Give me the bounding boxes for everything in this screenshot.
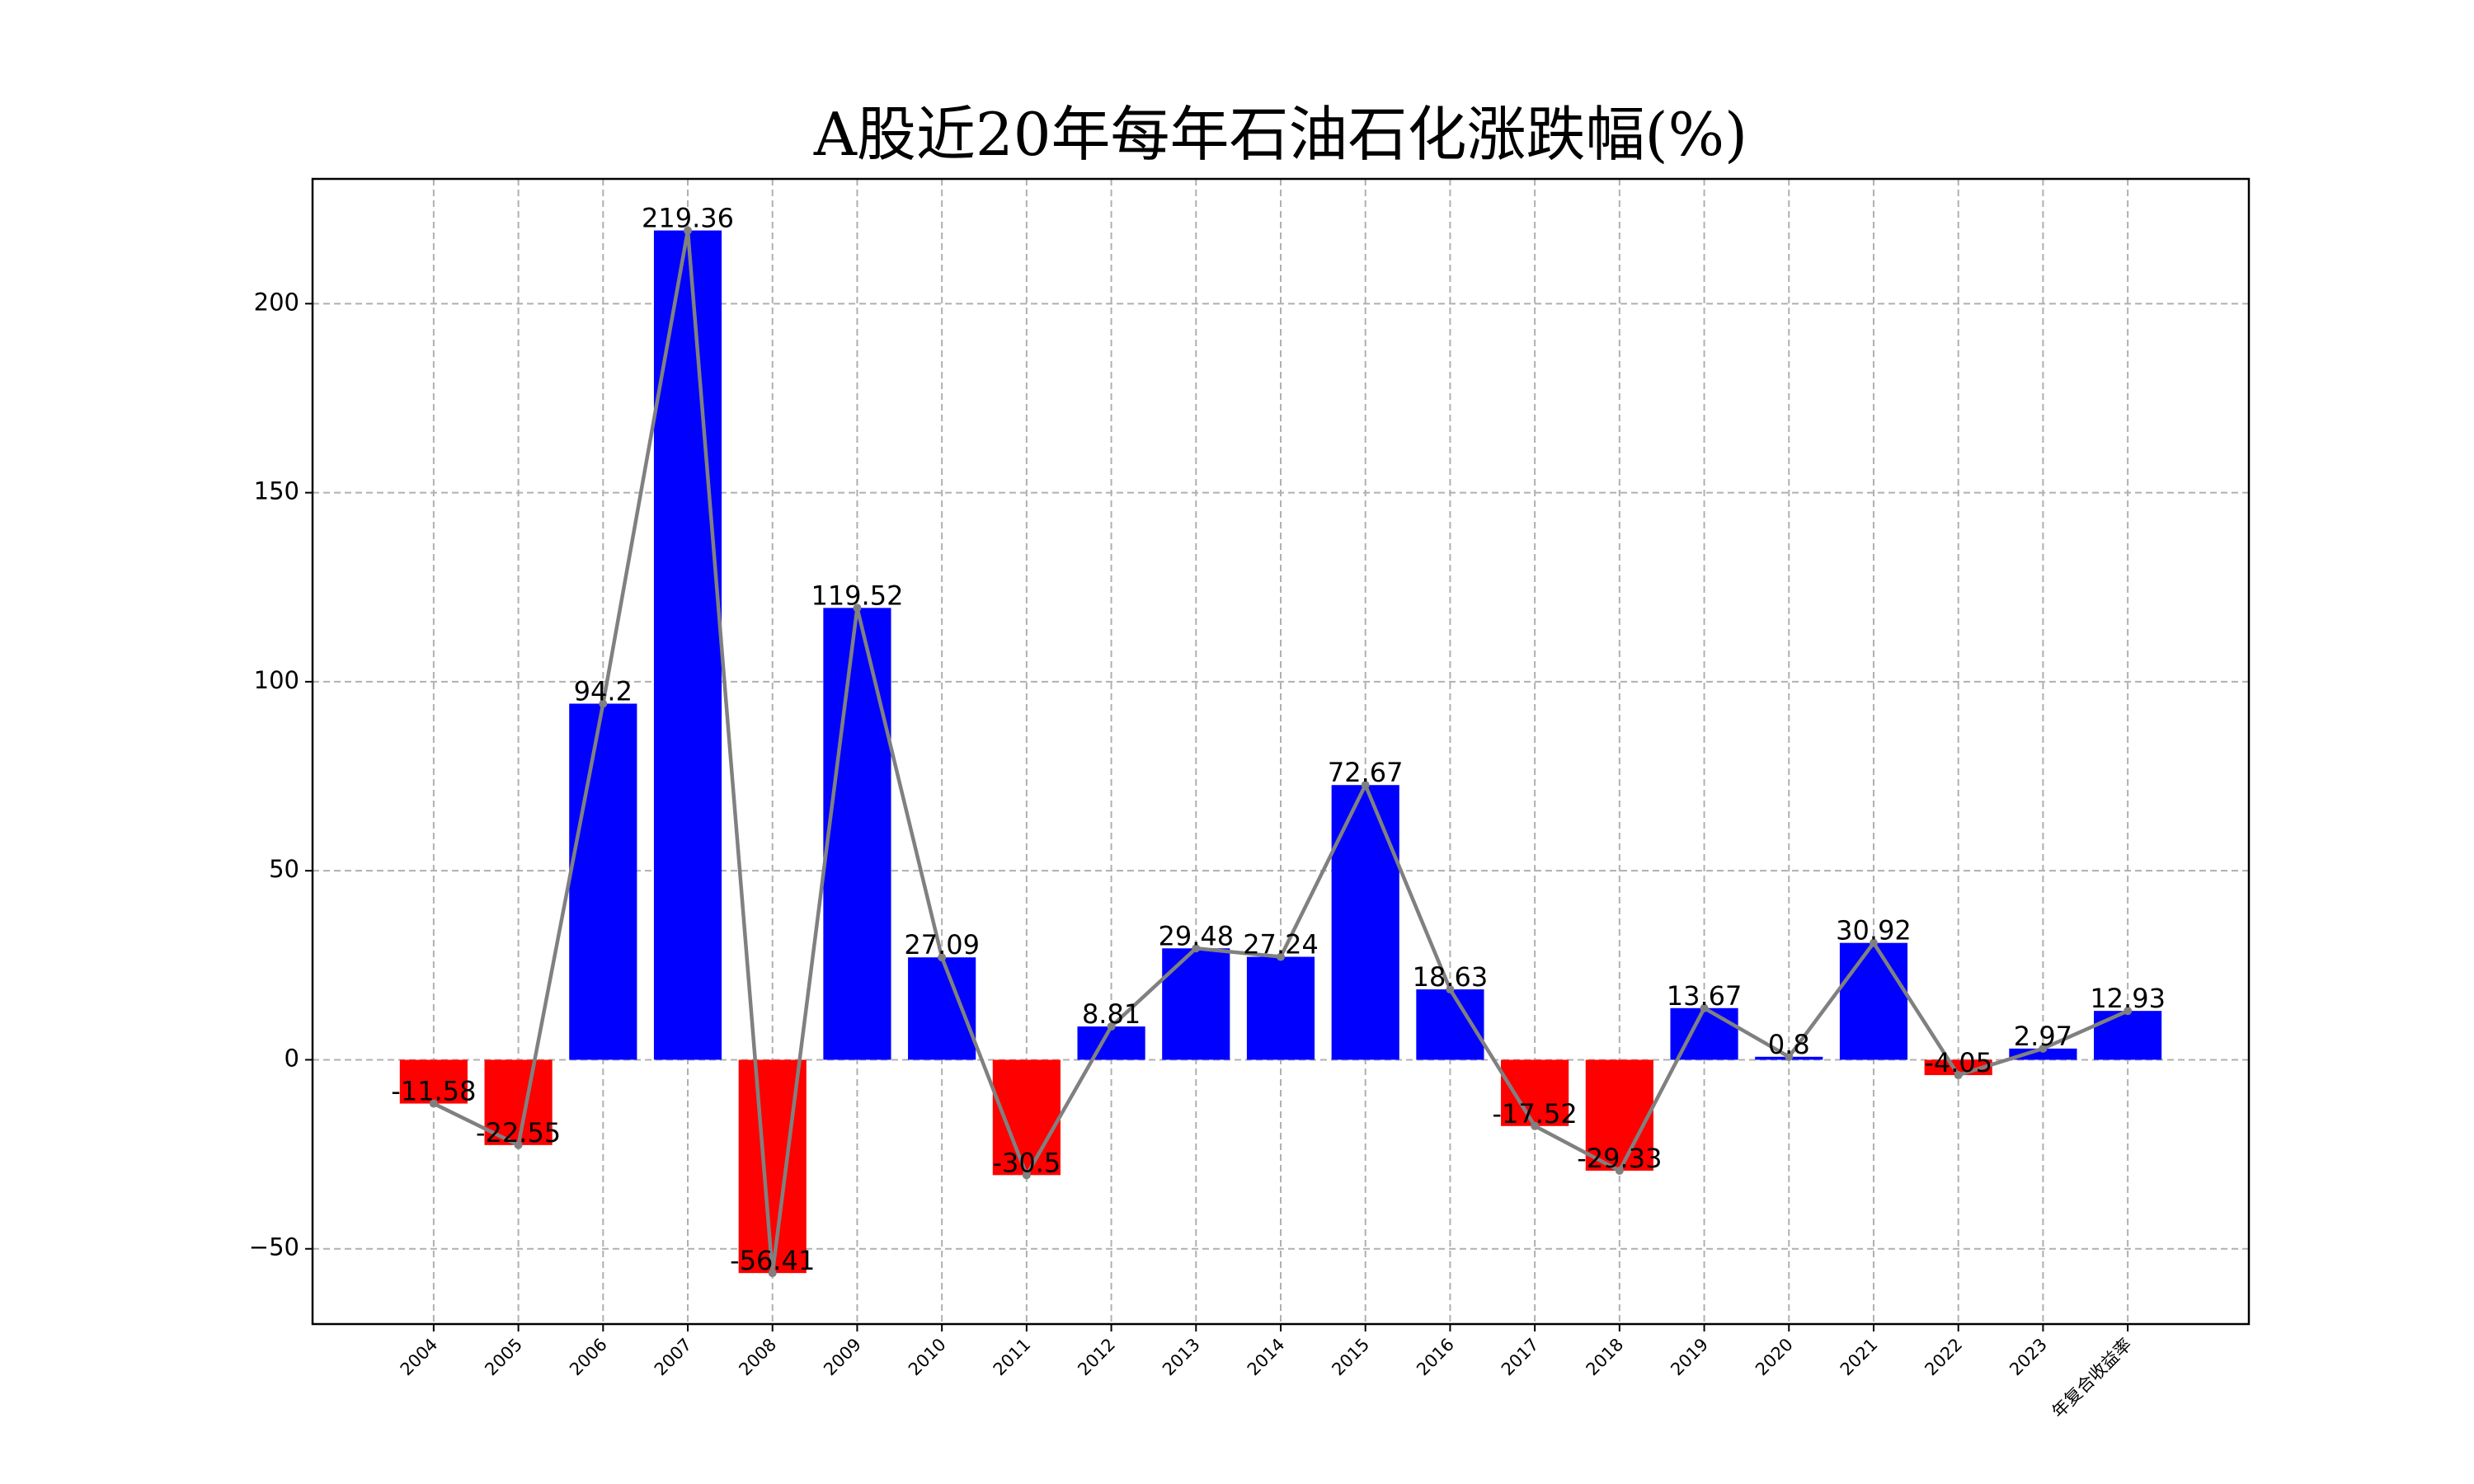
bar xyxy=(653,230,722,1060)
value-label: 8.81 xyxy=(1082,998,1141,1030)
value-label: 27.24 xyxy=(1243,929,1319,960)
value-label: -4.05 xyxy=(1924,1047,1992,1078)
axes-frame xyxy=(311,177,2251,1326)
bar xyxy=(908,957,976,1060)
y-tick-label: 100 xyxy=(254,666,299,694)
value-label: 12.93 xyxy=(2090,983,2166,1014)
line-point xyxy=(1615,1166,1624,1175)
value-label: 119.52 xyxy=(811,580,903,611)
line-point xyxy=(1446,985,1455,994)
line-point xyxy=(1277,952,1285,961)
line-point xyxy=(938,953,947,962)
y-tick-label: 50 xyxy=(269,855,299,883)
value-label: -22.55 xyxy=(476,1117,561,1148)
bar xyxy=(2094,1011,2162,1060)
value-label: 2.97 xyxy=(2014,1021,2072,1052)
bar xyxy=(1246,956,1315,1060)
bar xyxy=(1585,1059,1653,1171)
y-tick-label: −50 xyxy=(249,1233,299,1261)
bar xyxy=(569,703,637,1060)
bar xyxy=(1331,785,1399,1060)
value-label: -11.58 xyxy=(391,1076,476,1107)
line-point xyxy=(1954,1071,1963,1080)
value-label: -17.52 xyxy=(1493,1098,1578,1129)
line-point xyxy=(1869,938,1878,947)
bar xyxy=(823,608,891,1060)
line-point xyxy=(1192,944,1201,953)
value-label: 0.8 xyxy=(1768,1029,1810,1060)
line-point xyxy=(853,603,862,613)
line-point xyxy=(599,699,608,708)
value-label: 18.63 xyxy=(1413,961,1489,993)
line-point xyxy=(768,1269,777,1278)
value-label: 94.2 xyxy=(574,675,633,707)
marks: -11.58-22.55 94.2 219.36 -56.41 119.52 27.09 -… xyxy=(391,203,2166,1278)
line-point xyxy=(514,1140,523,1149)
bar xyxy=(1077,1026,1145,1060)
bar xyxy=(399,1059,468,1104)
value-label: 219.36 xyxy=(642,203,734,234)
line-point xyxy=(429,1099,438,1108)
bar xyxy=(1839,942,1908,1060)
value-label: -29.33 xyxy=(1577,1143,1662,1174)
bar xyxy=(484,1059,553,1145)
value-label: -56.41 xyxy=(730,1245,815,1276)
y-tick-label: 200 xyxy=(254,288,299,316)
value-label: 29.48 xyxy=(1158,920,1234,951)
line-point xyxy=(1700,1003,1709,1012)
y-tick-label: 0 xyxy=(285,1044,299,1072)
value-label: 13.67 xyxy=(1667,980,1743,1012)
value-label: -30.5 xyxy=(992,1147,1061,1178)
y-tick-label: 150 xyxy=(254,477,299,505)
line-point xyxy=(684,226,693,235)
value-label: 72.67 xyxy=(1328,757,1404,788)
line-point xyxy=(1107,1022,1116,1031)
chart-title: A股近20年每年石油石化涨跌幅(%) xyxy=(813,100,1747,169)
bar xyxy=(1162,948,1230,1060)
line-point xyxy=(2124,1007,2133,1016)
line-point xyxy=(2039,1044,2048,1053)
line-point xyxy=(1785,1052,1794,1061)
value-label: 30.92 xyxy=(1836,915,1912,946)
line-point xyxy=(1531,1121,1540,1130)
line-point xyxy=(1361,781,1370,790)
line-point xyxy=(1022,1171,1031,1180)
bar xyxy=(2009,1048,2077,1060)
value-label: 27.09 xyxy=(904,929,980,960)
